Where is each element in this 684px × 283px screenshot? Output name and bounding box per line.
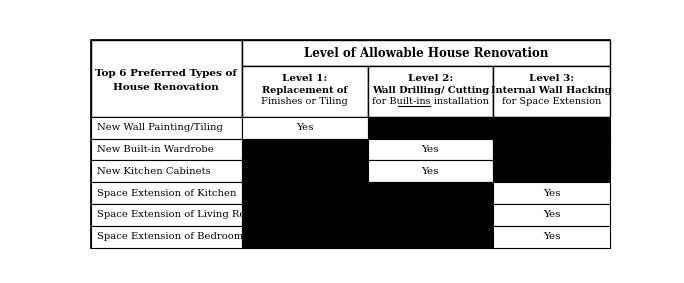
Polygon shape [367,139,493,160]
Polygon shape [91,160,242,182]
Polygon shape [367,117,493,139]
Polygon shape [242,117,367,139]
Text: Top 6 Preferred Types of: Top 6 Preferred Types of [96,69,237,78]
Text: Space Extension of Bedroom: Space Extension of Bedroom [97,232,244,241]
Polygon shape [493,204,610,226]
Polygon shape [242,204,367,226]
Text: Yes: Yes [543,232,560,241]
Polygon shape [367,160,493,182]
Text: Internal Wall Hacking: Internal Wall Hacking [491,85,612,95]
Polygon shape [91,139,242,160]
Polygon shape [493,182,610,204]
Polygon shape [242,66,367,117]
Polygon shape [242,160,367,182]
Text: for Built-ins installation: for Built-ins installation [372,97,489,106]
Text: Finishes or Tiling: Finishes or Tiling [261,97,348,106]
Text: Wall Drilling/ Cutting: Wall Drilling/ Cutting [371,85,489,95]
Text: Level of Allowable House Renovation: Level of Allowable House Renovation [304,46,549,59]
Text: Yes: Yes [543,210,560,219]
Text: New Wall Painting/Tiling: New Wall Painting/Tiling [97,123,223,132]
Polygon shape [242,182,367,204]
Text: Space Extension of Kitchen: Space Extension of Kitchen [97,188,237,198]
Text: Level 2:: Level 2: [408,74,453,83]
Text: Yes: Yes [421,145,439,154]
Polygon shape [91,204,242,226]
Polygon shape [91,40,610,248]
Text: Level 3:: Level 3: [529,74,575,83]
Text: New Built-in Wardrobe: New Built-in Wardrobe [97,145,214,154]
Polygon shape [242,40,610,66]
Text: House Renovation: House Renovation [114,83,219,92]
Polygon shape [91,117,242,139]
Text: Replacement of: Replacement of [262,85,347,95]
Polygon shape [367,66,493,117]
Polygon shape [242,139,367,160]
Polygon shape [242,226,367,248]
Polygon shape [493,160,610,182]
Polygon shape [91,182,242,204]
Polygon shape [493,226,610,248]
Polygon shape [493,139,610,160]
Text: New Kitchen Cabinets: New Kitchen Cabinets [97,167,211,176]
Polygon shape [91,40,242,117]
Polygon shape [367,226,493,248]
Polygon shape [493,117,610,139]
Text: Space Extension of Living Room: Space Extension of Living Room [97,210,261,219]
Text: Level 1:: Level 1: [282,74,328,83]
Text: Yes: Yes [296,123,313,132]
Polygon shape [367,204,493,226]
Text: Yes: Yes [421,167,439,176]
Polygon shape [367,182,493,204]
Polygon shape [91,226,242,248]
Text: for Space Extension: for Space Extension [502,97,601,106]
Polygon shape [493,66,610,117]
Text: Yes: Yes [543,188,560,198]
